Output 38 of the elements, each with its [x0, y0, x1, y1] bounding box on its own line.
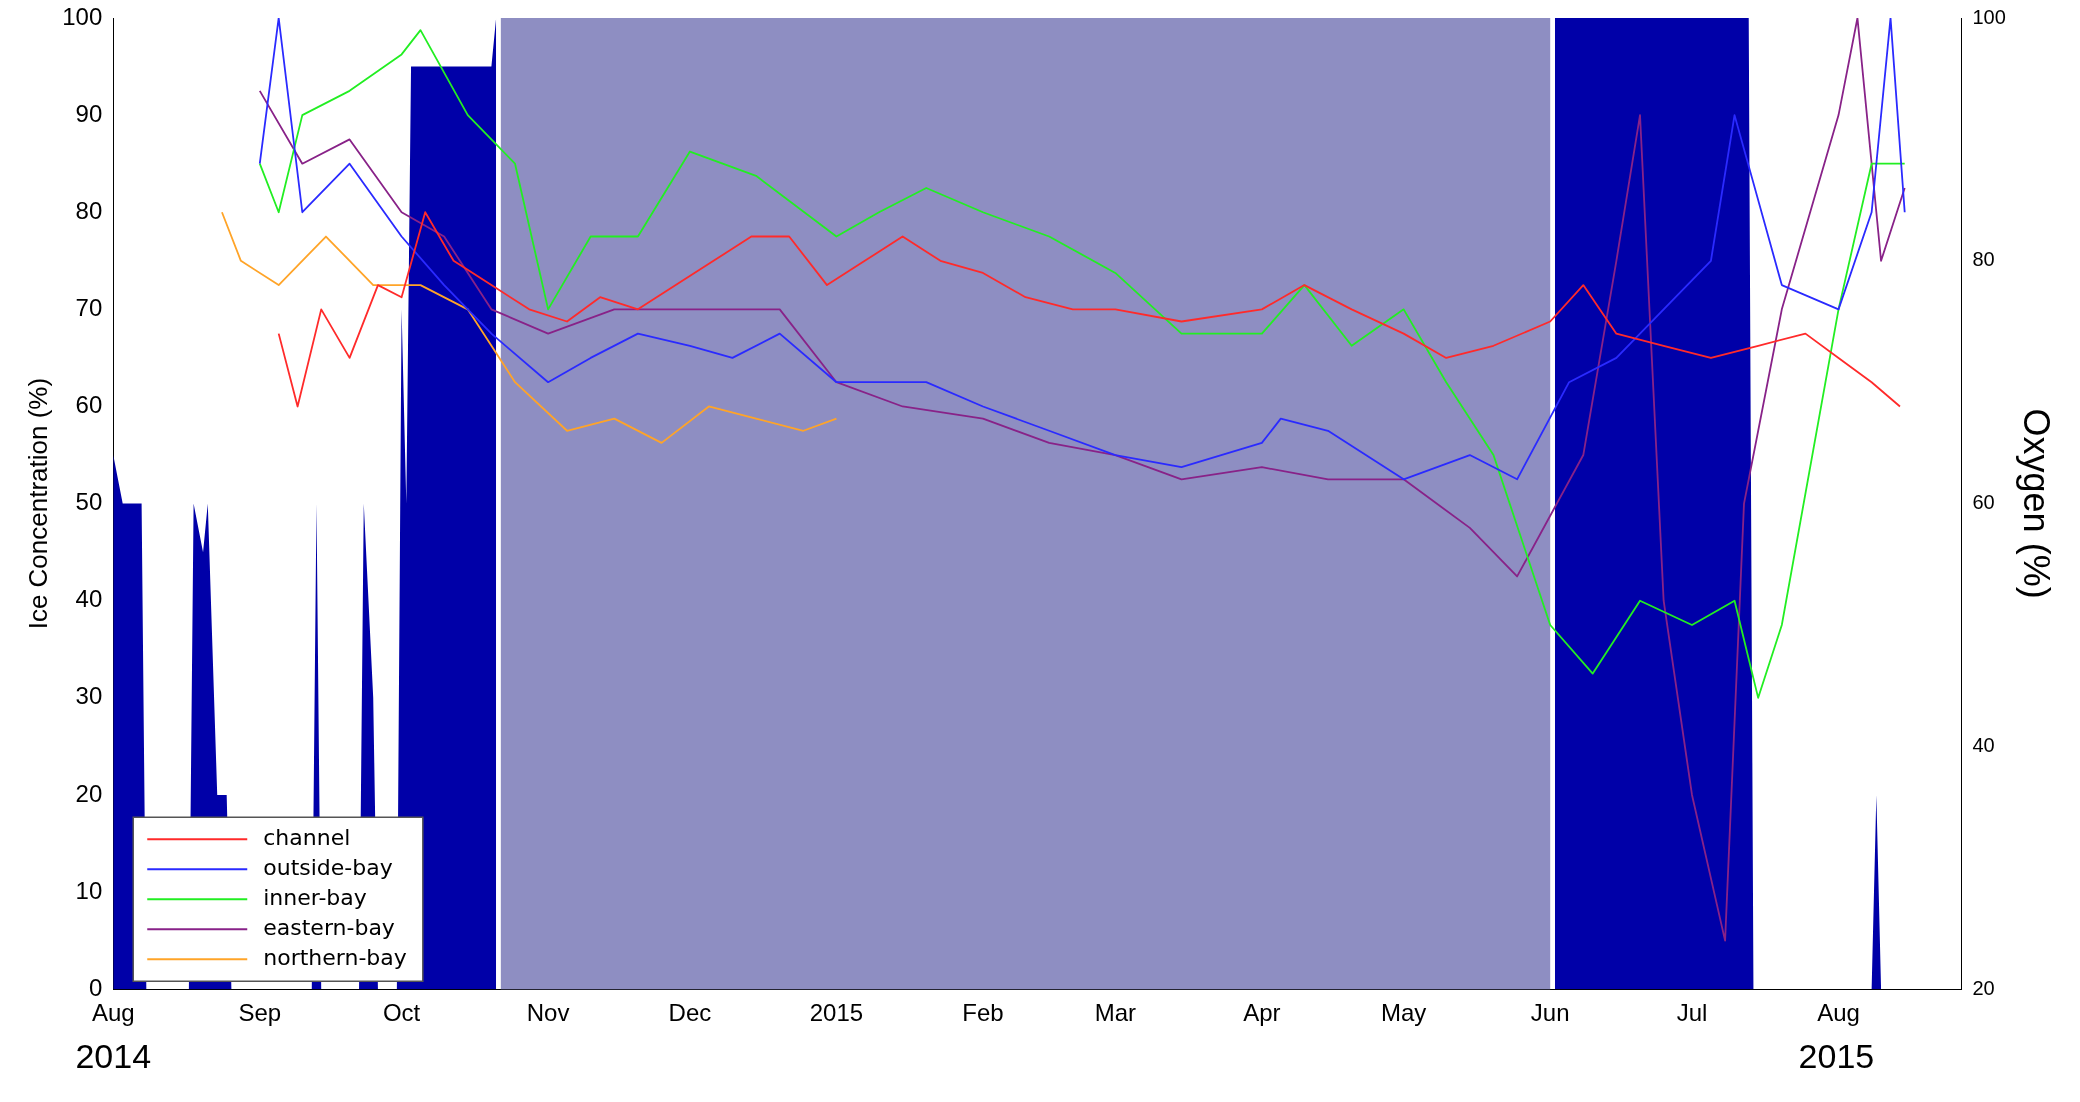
y-axis-title: Ice Concentration (%) — [22, 377, 53, 630]
x-tick-label: Jul — [1676, 999, 1708, 1027]
y-tick-label: 80 — [75, 196, 103, 224]
y2-axis-title: Oxygen (%) — [2016, 408, 2058, 599]
y-tick-label: 100 — [62, 2, 103, 30]
y-tick-label: 60 — [75, 391, 103, 419]
legend-label: channel — [263, 824, 351, 850]
legend-label: eastern-bay — [263, 914, 395, 940]
x-tick-label: Jun — [1530, 999, 1570, 1027]
x-tick-label: Nov — [526, 999, 570, 1027]
x-tick-label: Oct — [382, 999, 421, 1027]
y2-tick-label: 20 — [1972, 976, 1995, 999]
x-tick-label: Aug — [1817, 999, 1860, 1027]
y-tick-label: 70 — [75, 293, 103, 321]
y-tick-label: 40 — [75, 585, 103, 613]
x-tick-label: Feb — [962, 999, 1004, 1027]
x-tick-label: 2015 — [809, 999, 864, 1027]
text: 2015 — [1798, 1036, 1875, 1075]
x-tick-label: Aug — [91, 999, 135, 1027]
y-tick-label: 20 — [75, 779, 103, 807]
y2-tick-label: 100 — [1972, 5, 2006, 28]
y-tick-label: 30 — [75, 682, 103, 710]
y2-tick-label: 60 — [1972, 491, 1995, 514]
x-tick-label: Dec — [668, 999, 712, 1027]
y2-tick-label: 40 — [1972, 733, 1995, 756]
y-tick-label: 90 — [75, 99, 103, 127]
legend-label: outside-bay — [263, 854, 393, 880]
x-tick-label: Apr — [1243, 999, 1281, 1027]
x-tick-label: May — [1380, 999, 1427, 1027]
y-tick-label: 0 — [88, 973, 103, 1001]
x-tick-label: Mar — [1094, 999, 1136, 1027]
y-tick-label: 10 — [75, 876, 103, 904]
x-tick-label: Sep — [238, 999, 282, 1027]
text: 2014 — [75, 1036, 152, 1075]
legend-label: northern-bay — [263, 944, 407, 970]
legend-label: inner-bay — [263, 884, 367, 910]
y2-tick-label: 80 — [1972, 248, 1995, 271]
y-tick-label: 50 — [75, 488, 103, 516]
